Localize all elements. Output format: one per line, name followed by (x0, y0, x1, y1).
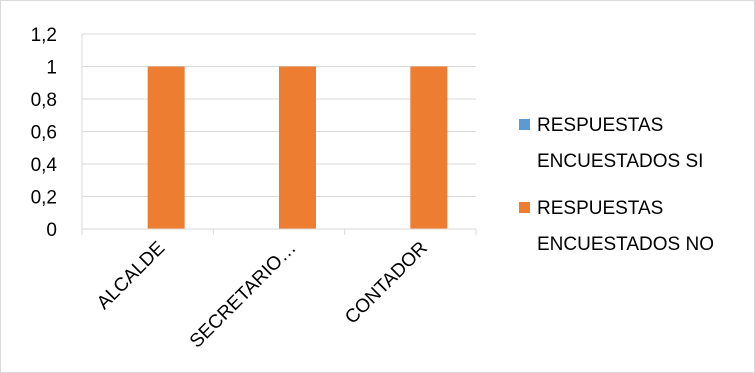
y-tick-label: 1 (46, 58, 57, 79)
legend-label: ENCUESTADOS SI (537, 151, 703, 172)
y-tick-label: 0 (46, 220, 57, 241)
legend: RESPUESTAS ENCUESTADOS SI RESPUESTAS ENCUES… (519, 115, 714, 255)
y-tick-label: 0,6 (31, 123, 57, 144)
y-tick-label: 0,8 (31, 90, 57, 111)
y-tick-labels: 0 0,2 0,4 0,6 0,8 1 1,2 (31, 25, 58, 241)
legend-swatch (519, 202, 530, 213)
bar-no-secretario (279, 66, 316, 229)
bar-no-alcalde (147, 66, 185, 229)
legend-label: RESPUESTAS (537, 198, 663, 219)
legend-label: RESPUESTAS (537, 115, 663, 136)
legend-swatch (519, 119, 530, 130)
bar-no-contador (410, 66, 448, 229)
axes (81, 34, 477, 235)
y-tick-label: 1,2 (31, 25, 57, 46)
y-tick-label: 0,2 (31, 188, 57, 209)
legend-label: ENCUESTADOS NO (537, 234, 714, 255)
bars (147, 66, 448, 229)
y-tick-label: 0,4 (31, 155, 58, 176)
